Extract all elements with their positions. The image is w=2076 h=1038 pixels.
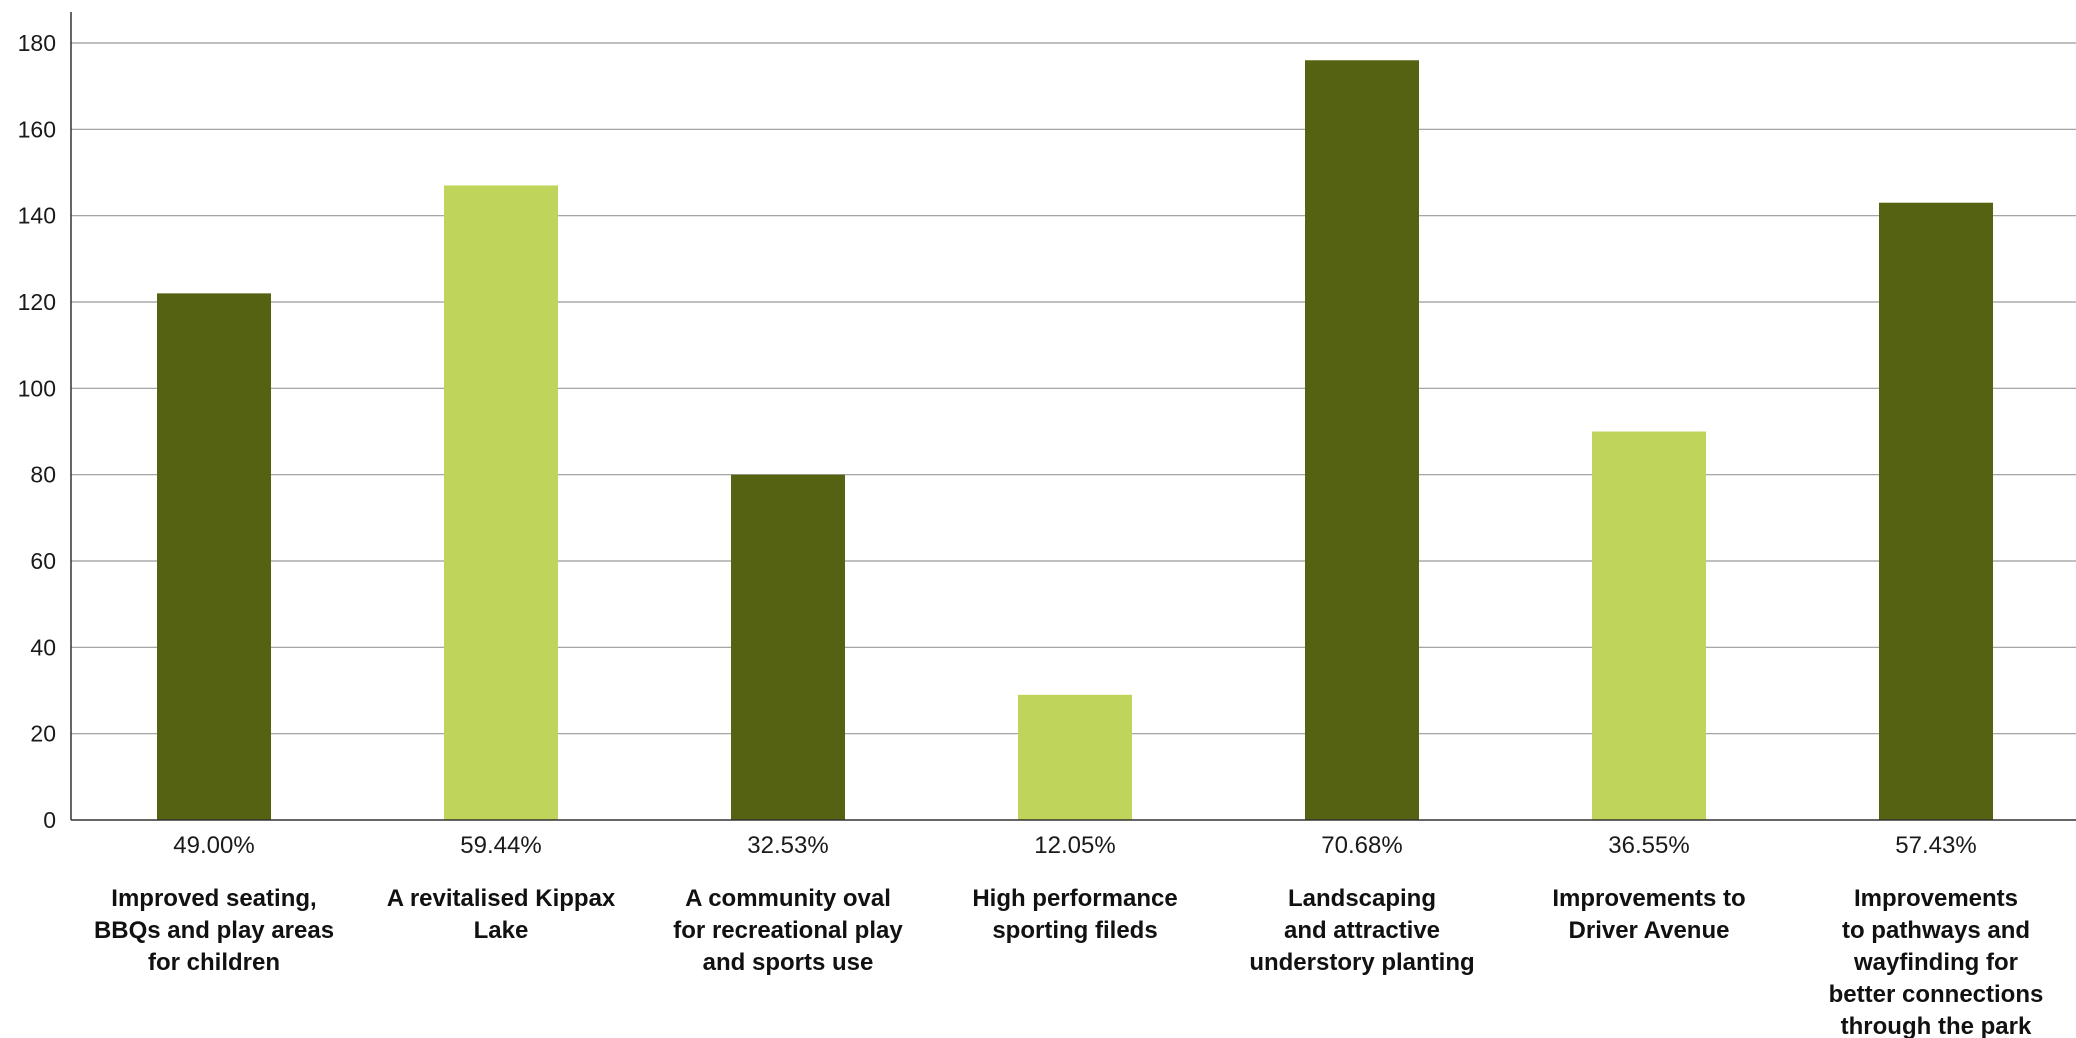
category-label: better connections bbox=[1829, 981, 2044, 1008]
y-tick-label: 20 bbox=[30, 721, 56, 747]
y-tick-label: 0 bbox=[43, 807, 56, 833]
y-tick-labels: 0 20 40 60 80 100 120 140 160 180 bbox=[18, 30, 56, 833]
percent-label: 36.55% bbox=[1608, 832, 1689, 859]
bar bbox=[444, 185, 558, 820]
category-label: Lake bbox=[474, 917, 529, 944]
percent-label: 70.68% bbox=[1321, 832, 1402, 859]
bar bbox=[1879, 202, 1993, 820]
y-tick-label: 120 bbox=[18, 289, 56, 315]
category-label: and sports use bbox=[703, 949, 874, 976]
category-label: High performance bbox=[972, 885, 1177, 912]
percent-label: 57.43% bbox=[1895, 832, 1976, 859]
category-label: Landscaping bbox=[1288, 885, 1436, 912]
category-label: sporting fileds bbox=[992, 917, 1157, 944]
y-tick-label: 60 bbox=[30, 548, 56, 574]
category-label: understory planting bbox=[1249, 949, 1474, 976]
percent-label: 49.00% bbox=[173, 832, 254, 859]
category-label: A community oval bbox=[685, 885, 891, 912]
bar bbox=[1305, 60, 1419, 821]
category-label: for recreational play bbox=[673, 917, 903, 944]
bar bbox=[1592, 431, 1706, 820]
category-label: BBQs and play areas bbox=[94, 917, 334, 944]
y-tick-label: 40 bbox=[30, 634, 56, 660]
percent-label: 32.53% bbox=[747, 832, 828, 859]
bar bbox=[1018, 694, 1132, 820]
category-label: Improvements to bbox=[1552, 885, 1745, 912]
category-label: Improved seating, bbox=[111, 885, 316, 912]
category-label: Improvements bbox=[1854, 885, 2018, 912]
y-tick-label: 140 bbox=[18, 203, 56, 229]
category-label: Driver Avenue bbox=[1569, 917, 1730, 944]
category-label: to pathways and bbox=[1842, 917, 2030, 944]
y-tick-label: 160 bbox=[18, 116, 56, 142]
category-label: and attractive bbox=[1284, 917, 1440, 944]
category-label: wayfinding for bbox=[1853, 949, 2018, 976]
category-labels: Improved seating, BBQs and play areas for … bbox=[94, 885, 2043, 1038]
y-tick-label: 180 bbox=[18, 30, 56, 56]
category-label: through the park bbox=[1841, 1013, 2032, 1038]
percent-label: 12.05% bbox=[1034, 832, 1115, 859]
y-tick-label: 100 bbox=[18, 375, 56, 401]
percent-label: 59.44% bbox=[460, 832, 541, 859]
bars bbox=[157, 60, 1993, 821]
y-tick-label: 80 bbox=[30, 462, 56, 488]
bar bbox=[731, 474, 845, 820]
category-label: A revitalised Kippax bbox=[387, 885, 616, 912]
percent-labels: 49.00% 59.44% 32.53% 12.05% 70.68% 36.55% 57.4… bbox=[173, 832, 1976, 859]
gridlines bbox=[71, 42, 2076, 735]
axes bbox=[70, 12, 2076, 821]
bar bbox=[157, 293, 271, 820]
category-label: for children bbox=[148, 949, 280, 976]
